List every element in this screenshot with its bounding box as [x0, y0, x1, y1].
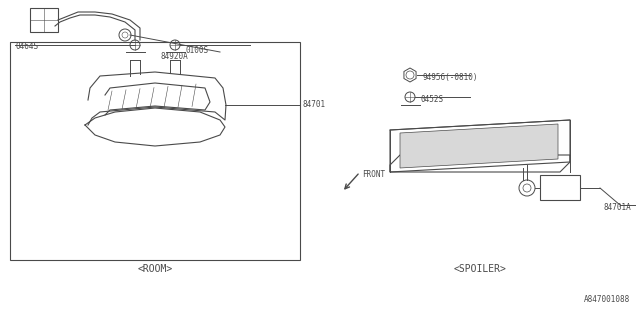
Text: A847001088: A847001088: [584, 295, 630, 304]
Text: 84701A: 84701A: [603, 203, 631, 212]
Text: 84920A: 84920A: [160, 52, 188, 61]
Text: 94956(-0810): 94956(-0810): [422, 73, 477, 82]
Text: FRONT: FRONT: [362, 170, 385, 179]
Text: 0464S: 0464S: [15, 42, 38, 51]
Text: 84701: 84701: [302, 100, 325, 109]
Polygon shape: [400, 124, 558, 168]
Text: 0100S: 0100S: [185, 46, 208, 55]
Text: <SPOILER>: <SPOILER>: [454, 264, 506, 274]
Bar: [10, 42, 300, 260]
Text: <ROOM>: <ROOM>: [138, 264, 173, 274]
Text: 0452S: 0452S: [420, 95, 443, 104]
